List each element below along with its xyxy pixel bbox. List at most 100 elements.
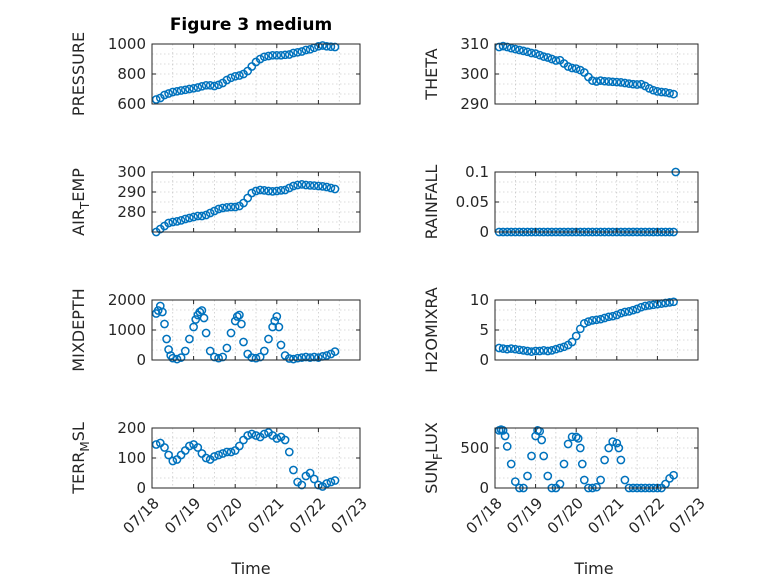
data-point — [151, 440, 161, 449]
data-point — [510, 44, 520, 54]
data-point — [669, 297, 678, 307]
data-point — [205, 208, 215, 218]
data-point — [297, 180, 307, 189]
data-point — [326, 477, 336, 487]
data-point — [577, 459, 587, 469]
data-point — [620, 475, 630, 485]
subplot-sun_flux: 0 500 SUNFLUX 07/1807/1907/2007/2107/2207/2… — [422, 422, 709, 537]
data-point — [191, 315, 201, 324]
y-tick-label: 0 — [136, 479, 146, 497]
data-point — [214, 80, 223, 90]
data-point — [168, 87, 178, 97]
data-point — [297, 480, 307, 490]
data-point — [612, 310, 622, 320]
data-point — [596, 76, 605, 85]
data-point — [289, 354, 298, 364]
data-point — [326, 42, 336, 52]
data-point — [632, 80, 642, 89]
data-point — [214, 204, 223, 214]
data-point — [185, 84, 194, 94]
data-point — [567, 432, 577, 442]
data-point — [162, 334, 171, 344]
data-point — [268, 187, 277, 196]
data-point — [648, 85, 658, 95]
data-point — [280, 50, 290, 60]
data-point — [620, 307, 630, 317]
data-point — [272, 434, 282, 443]
x-tick-label: 07/23 — [666, 494, 709, 537]
data-point — [665, 298, 674, 307]
data-point — [506, 43, 516, 53]
data-point — [330, 347, 340, 356]
data-point — [235, 310, 244, 320]
data-point — [612, 438, 622, 448]
data-point — [239, 435, 248, 445]
x-tick-label: 07/19 — [503, 494, 546, 537]
subplot-h2omixra: 0 5 10 H2OMIXRA — [422, 287, 699, 373]
data-point — [189, 212, 198, 222]
data-point — [272, 186, 282, 196]
data-point — [189, 322, 198, 332]
data-point — [214, 353, 223, 363]
x-tick-label: 07/20 — [203, 494, 246, 537]
data-point — [539, 52, 549, 61]
data-point — [498, 344, 508, 353]
data-point — [164, 218, 173, 228]
data-point — [180, 85, 190, 95]
data-point — [559, 342, 569, 352]
data-point — [168, 353, 178, 363]
subplot-mixdepth: 0 1000 2000 MIXDEPTH — [69, 288, 361, 372]
data-point — [172, 86, 182, 96]
data-point — [575, 443, 585, 453]
data-point — [588, 316, 597, 325]
y-tick-label: 310 — [460, 35, 489, 53]
data-point — [293, 180, 302, 190]
data-point — [222, 343, 232, 353]
data-point — [318, 41, 327, 50]
data-point — [644, 84, 654, 93]
data-point — [195, 307, 205, 317]
data-point — [201, 453, 211, 463]
data-point — [180, 214, 190, 224]
y-axis-label: SUNFLUX — [422, 422, 445, 494]
data-point — [616, 78, 626, 87]
data-point — [268, 50, 277, 60]
data-point — [314, 480, 323, 490]
data-point — [255, 352, 265, 362]
data-point — [632, 304, 642, 314]
data-point — [197, 306, 207, 315]
y-axis-label: AIRTEMP — [69, 168, 92, 236]
data-point — [222, 447, 232, 457]
data-point — [160, 90, 169, 100]
y-axis-label: RAINFALL — [422, 165, 441, 240]
data-point — [567, 337, 577, 347]
data-point — [527, 48, 536, 58]
data-point — [185, 334, 194, 344]
data-point — [197, 211, 207, 221]
data-point — [230, 202, 240, 212]
data-point — [502, 42, 512, 52]
y-tick-label: 2000 — [108, 291, 146, 309]
data-point — [636, 302, 646, 312]
data-point — [293, 353, 302, 363]
data-point — [201, 328, 211, 338]
data-point — [176, 450, 186, 460]
data-point — [624, 79, 634, 88]
y-tick-label: 300 — [460, 65, 489, 83]
data-point — [185, 213, 194, 223]
y-axis-label: MIXDEPTH — [69, 288, 88, 371]
data-point — [305, 353, 315, 362]
data-point — [160, 443, 169, 452]
data-point — [551, 56, 561, 65]
data-point — [276, 340, 286, 350]
data-point — [657, 87, 666, 97]
data-point — [584, 317, 593, 326]
data-point — [218, 449, 228, 458]
data-point — [280, 435, 290, 445]
data-point — [510, 477, 520, 486]
y-tick-label: 200 — [117, 419, 146, 437]
data-point — [608, 77, 618, 87]
data-point — [284, 183, 294, 193]
x-tick-label: 07/21 — [584, 494, 627, 537]
